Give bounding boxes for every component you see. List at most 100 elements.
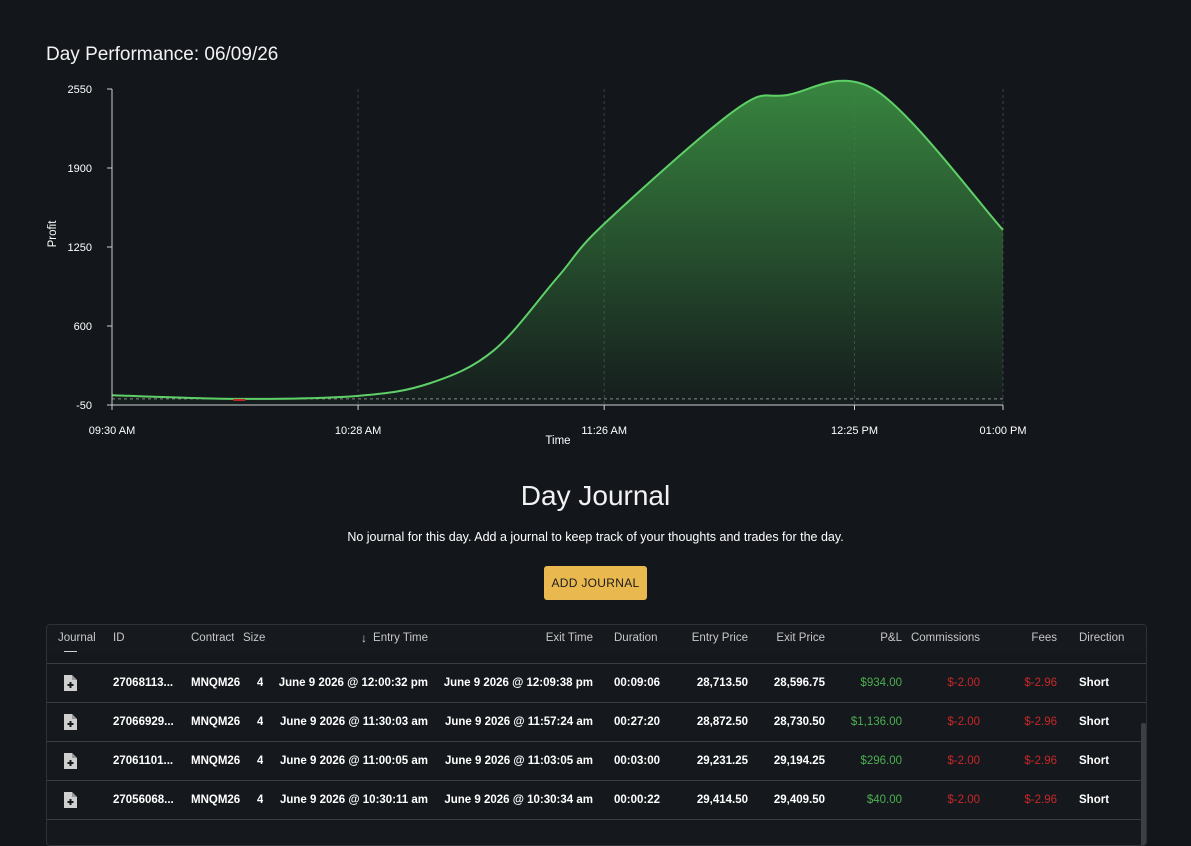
cell-duration: 00:03:00: [614, 755, 661, 767]
table-row[interactable]: 27061101... MNQM26 4 June 9 2026 @ 11:00:05…: [47, 742, 1146, 781]
cell-pnl: $40.00: [866, 794, 902, 806]
cell-exit-time: June 9 2026 @ 11:57:24 am: [444, 716, 593, 728]
y-tick-label: -50: [76, 400, 92, 412]
performance-chart: 09:30 AM 10:28 AM 11:26 AM 12:25 PM 01:00 PM…: [47, 79, 1027, 447]
x-tick-label: 09:30 AM: [89, 425, 135, 437]
header-pnl[interactable]: P&L: [880, 632, 902, 644]
cell-exit-time: June 9 2026 @ 10:30:34 am: [444, 794, 593, 806]
cell-entry-price: 28,713.50: [696, 677, 748, 689]
table-header: Journal ID Contract Size ↓ Entry Time Ex…: [47, 625, 1146, 651]
header-exit-price[interactable]: Exit Price: [776, 632, 825, 644]
profit-line: [111, 79, 1004, 400]
cell-pnl: $934.00: [860, 677, 902, 689]
cell-direction: Short: [1079, 755, 1110, 767]
y-tick-label: 600: [74, 321, 92, 333]
cell-entry-time: June 9 2026 @ 12:00:32 pm: [278, 677, 428, 689]
cell-duration: 00:01:20: [614, 651, 660, 663]
cell-fees: $-2.96: [1024, 794, 1057, 806]
cell-fees: $-2.96: [1024, 677, 1057, 689]
cell-size: 4: [257, 716, 264, 728]
cell-fees: $-2.96: [1024, 755, 1057, 767]
cell-exit-price: 28,486.50: [747, 651, 825, 663]
cell-commissions: $-2.00: [947, 755, 980, 767]
header-entry-price[interactable]: Entry Price: [691, 632, 748, 644]
cell-contract: MNQM26: [191, 755, 241, 767]
x-tick-label: 12:25 PM: [831, 425, 878, 437]
cell-commissions: $-2.00: [947, 716, 980, 728]
sort-arrow-down-icon: ↓: [361, 631, 368, 645]
table-row[interactable]: 27056068... MNQM26 4 June 9 2026 @ 10:30:11…: [47, 781, 1146, 820]
header-entry-time-label: Entry Time: [373, 632, 428, 644]
cell-fees: $-2.96: [1024, 716, 1057, 728]
cell-exit-time: June 9 2026 @ 12:31:23 pm: [427, 651, 593, 663]
journal-empty-message: No journal for this day. Add a journal t…: [347, 530, 844, 544]
cell-id: 27070027...: [113, 651, 174, 663]
cell-exit-time: June 9 2026 @ 12:09:38 pm: [443, 677, 593, 689]
table-row[interactable]: 27066929... MNQM26 4 June 9 2026 @ 11:30:03…: [47, 703, 1146, 742]
header-exit-time[interactable]: Exit Time: [545, 632, 593, 644]
cell-entry-time: June 9 2026 @ 12:30:02 pm: [247, 651, 428, 663]
add-journal-icon[interactable]: [63, 781, 77, 819]
table-row[interactable]: 27068113... MNQM26 4 June 9 2026 @ 12:00:32…: [47, 664, 1146, 703]
cell-entry-price: 29,414.50: [696, 794, 748, 806]
header-commissions[interactable]: Commissions: [910, 632, 980, 644]
cell-exit-price: 28,596.75: [773, 677, 825, 689]
header-entry-time[interactable]: ↓ Entry Time: [307, 625, 428, 651]
table-rows: 27070027... MNQM26 4 June 9 2026 @ 12:30:02…: [47, 651, 1146, 820]
header-size[interactable]: Size: [243, 632, 266, 644]
add-journal-icon[interactable]: [63, 651, 77, 663]
cell-duration: 00:00:22: [614, 794, 661, 806]
cell-duration: 00:27:20: [614, 716, 661, 728]
cell-id: 27066929...: [113, 716, 174, 728]
header-contract[interactable]: Contract: [191, 632, 235, 644]
y-axis-title: Profit: [47, 220, 59, 248]
cell-id: 27061101...: [113, 755, 174, 767]
y-tick-label: 1250: [68, 242, 92, 254]
cell-contract: MNQM26: [191, 651, 240, 663]
cell-size: 4: [257, 794, 264, 806]
cell-commissions: $-2.00: [947, 794, 980, 806]
trades-table: Journal ID Contract Size ↓ Entry Time Ex…: [46, 624, 1147, 846]
cell-entry-price: 28,872.50: [696, 716, 748, 728]
add-journal-icon[interactable]: [63, 703, 77, 741]
add-journal-icon[interactable]: [63, 742, 77, 780]
header-journal[interactable]: Journal: [58, 632, 96, 644]
table-scrollbar[interactable]: [1141, 723, 1146, 845]
cell-id: 27056068...: [113, 794, 174, 806]
header-duration[interactable]: Duration: [614, 632, 658, 644]
cell-exit-price: 28,730.50: [773, 716, 825, 728]
header-direction[interactable]: Direction: [1079, 632, 1125, 644]
cell-entry-price: 28,504.50: [667, 651, 748, 663]
y-tick-label: 1900: [68, 163, 92, 175]
profit-area: [112, 80, 1003, 405]
cell-size: 4: [257, 677, 264, 689]
x-axis-title: Time: [545, 435, 570, 447]
journal-title: Day Journal: [520, 480, 671, 511]
performance-title: Day Performance: 06/09/26: [46, 44, 279, 65]
cell-pnl: $144.00: [827, 651, 902, 663]
add-journal-button[interactable]: ADD JOURNAL: [544, 566, 647, 600]
cell-contract: MNQM26: [191, 716, 241, 728]
cell-commissions: $-2.00: [907, 651, 980, 663]
header-id[interactable]: ID: [113, 632, 125, 644]
cell-fees: $-2.96: [987, 651, 1057, 663]
cell-direction: Short: [1079, 794, 1110, 806]
table-body[interactable]: 27070027... MNQM26 4 June 9 2026 @ 12:30:02…: [47, 651, 1146, 845]
cell-contract: MNQM26: [191, 794, 241, 806]
x-tick-label: 10:28 AM: [335, 425, 381, 437]
cell-entry-time: June 9 2026 @ 10:30:11 am: [279, 794, 428, 806]
add-journal-icon[interactable]: [63, 664, 77, 702]
header-fees[interactable]: Fees: [1031, 632, 1057, 644]
cell-exit-price: 29,194.25: [773, 755, 825, 767]
x-tick-label: 01:00 PM: [979, 425, 1026, 437]
cell-commissions: $-2.00: [947, 677, 980, 689]
cell-size: 4: [257, 755, 264, 767]
cell-duration: 00:09:06: [614, 677, 661, 689]
cell-entry-time: June 9 2026 @ 11:30:03 am: [279, 716, 428, 728]
cell-contract: MNQM26: [191, 677, 241, 689]
y-tick-label: 2550: [68, 84, 92, 96]
cell-entry-price: 29,231.25: [696, 755, 748, 767]
cell-direction: Short: [1079, 677, 1110, 689]
cell-id: 27068113...: [113, 677, 174, 689]
